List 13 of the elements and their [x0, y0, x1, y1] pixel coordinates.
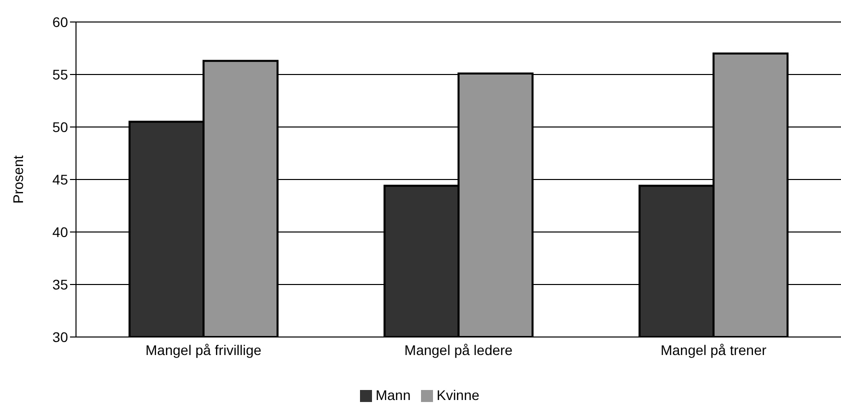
y-tick-label: 35: [52, 276, 68, 292]
y-tick-label: 55: [52, 66, 68, 82]
x-tick-label: Mangel på ledere: [404, 342, 513, 358]
legend-label: Mann: [376, 387, 411, 403]
x-tick-label: Mangel på trener: [660, 342, 767, 358]
y-axis-title: Prosent: [10, 155, 26, 204]
y-tick-label: 30: [52, 328, 68, 345]
y-tick-label: 45: [52, 171, 68, 188]
y-tick-label: 60: [52, 14, 68, 30]
y-tick-label: 50: [52, 118, 68, 135]
legend-label: Kvinne: [436, 387, 480, 403]
y-tick-label: 40: [52, 224, 68, 240]
x-tick-label: Mangel på frivillige: [146, 342, 262, 358]
